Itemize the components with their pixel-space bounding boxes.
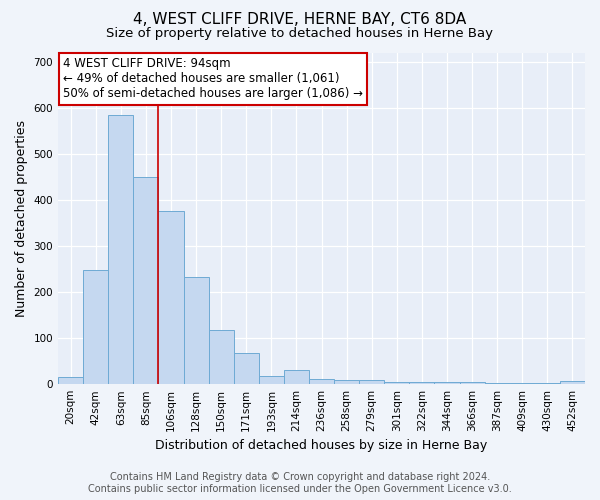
Bar [133,177,158,384]
Text: Size of property relative to detached houses in Herne Bay: Size of property relative to detached ho… [107,28,493,40]
Bar [309,378,334,384]
Bar [284,370,309,384]
Bar [108,114,133,384]
Y-axis label: Number of detached properties: Number of detached properties [15,120,28,317]
Bar [560,381,585,384]
Bar [334,380,359,384]
Bar [83,270,108,384]
Text: 4, WEST CLIFF DRIVE, HERNE BAY, CT6 8DA: 4, WEST CLIFF DRIVE, HERNE BAY, CT6 8DA [133,12,467,28]
Bar [58,378,83,384]
Bar [259,376,284,384]
Bar [359,380,384,384]
Text: Contains HM Land Registry data © Crown copyright and database right 2024.
Contai: Contains HM Land Registry data © Crown c… [88,472,512,494]
Bar [158,212,184,384]
Text: 4 WEST CLIFF DRIVE: 94sqm
← 49% of detached houses are smaller (1,061)
50% of se: 4 WEST CLIFF DRIVE: 94sqm ← 49% of detac… [64,58,364,100]
X-axis label: Distribution of detached houses by size in Herne Bay: Distribution of detached houses by size … [155,440,488,452]
Bar [409,382,434,384]
Bar [460,382,485,384]
Bar [184,278,209,384]
Bar [209,330,233,384]
Bar [434,382,460,384]
Bar [384,382,409,384]
Bar [485,383,510,384]
Bar [233,353,259,384]
Bar [535,383,560,384]
